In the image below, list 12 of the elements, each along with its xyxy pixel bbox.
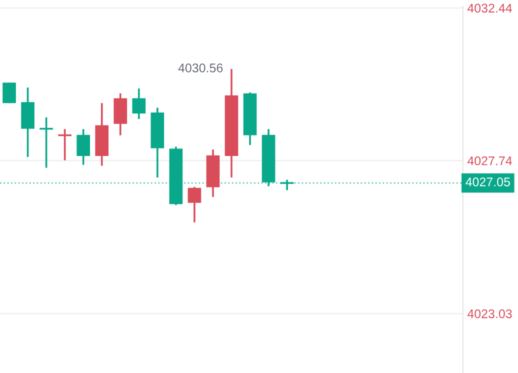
candlestick — [38, 116, 54, 169]
ref-line-label: 4027.05 — [466, 178, 510, 186]
y-tick-label: 4027.74 — [467, 156, 512, 166]
candlestick — [2, 82, 16, 104]
y-tick-label: 4023.03 — [467, 309, 512, 318]
candlestick — [132, 88, 146, 120]
y-tick-label: 4032.44 — [467, 4, 512, 13]
candlestick — [57, 128, 72, 162]
candlestick — [280, 178, 295, 192]
annotation: 4030.56 — [178, 64, 223, 72]
candlestick — [188, 186, 202, 224]
candlestick — [76, 128, 90, 166]
